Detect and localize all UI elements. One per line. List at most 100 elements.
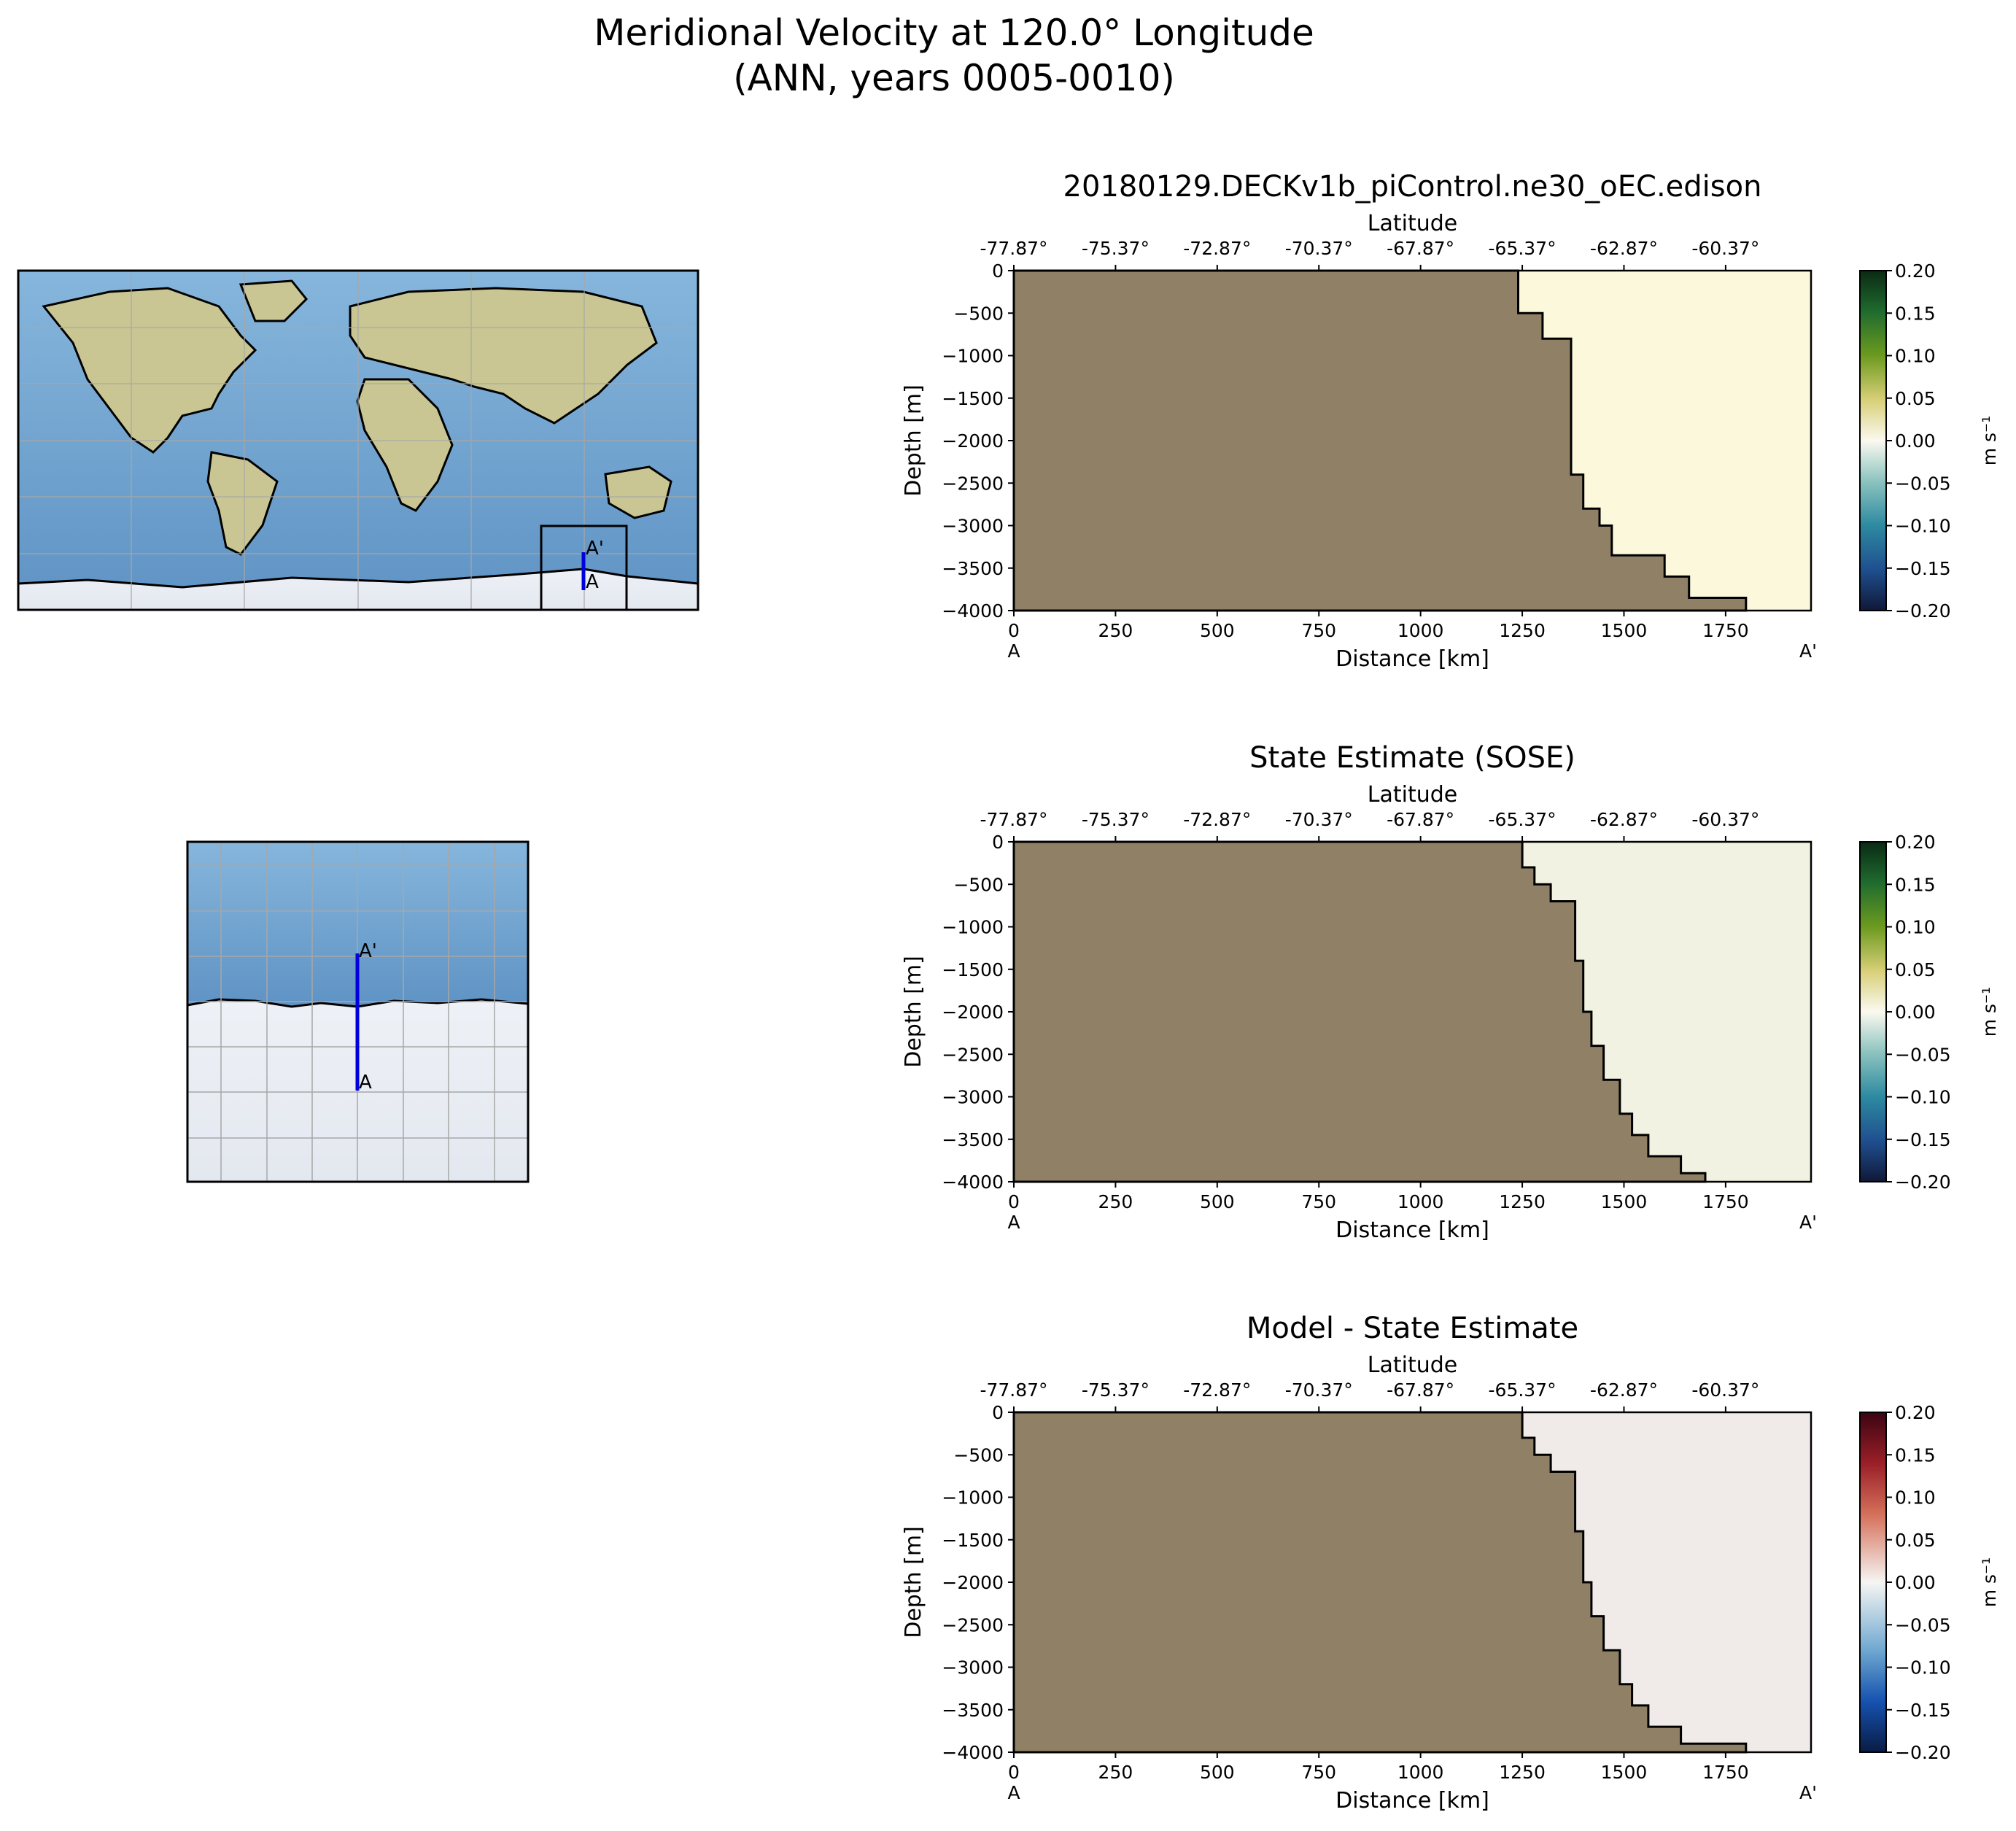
colorbar-tick-label: 0.05 — [1895, 1530, 1936, 1551]
x-tick-label: 500 — [1200, 1762, 1235, 1783]
x-tick-label: 1500 — [1601, 1191, 1648, 1212]
colorbar-tick-label: −0.10 — [1895, 1657, 1951, 1679]
x-axis-label: Distance [km] — [1335, 1788, 1489, 1813]
endpoint-label-a-prime: A' — [1799, 1212, 1817, 1233]
colorbar-label: m s⁻¹ — [1979, 416, 2000, 466]
top-tick-label: -60.37° — [1691, 809, 1759, 830]
colorbar-tick-label: −0.05 — [1895, 1044, 1951, 1065]
colorbar-label: m s⁻¹ — [1979, 1557, 2000, 1608]
y-tick-label: −2000 — [942, 1572, 1004, 1593]
y-axis-label: Depth [m] — [901, 956, 926, 1068]
endpoint-label-a-prime: A' — [1799, 640, 1817, 662]
colorbar-tick-label: −0.20 — [1895, 1742, 1951, 1763]
x-tick-label: 250 — [1098, 1762, 1133, 1783]
x-tick-label: 1250 — [1499, 1762, 1546, 1783]
colorbar-tick-label: 0.20 — [1895, 260, 1936, 282]
y-tick-label: −1500 — [942, 388, 1004, 409]
top-tick-label: -65.37° — [1489, 809, 1556, 830]
colorbar-tick-label: 0.15 — [1895, 303, 1936, 324]
colorbar — [1859, 1412, 1887, 1753]
y-tick-label: 0 — [992, 832, 1004, 853]
australia — [604, 465, 672, 519]
top-tick-label: -60.37° — [1691, 1379, 1759, 1401]
panel-title: State Estimate (SOSE) — [1249, 741, 1575, 775]
y-tick-label: −3000 — [942, 1657, 1004, 1679]
x-tick-label: 750 — [1301, 1762, 1336, 1783]
top-tick-label: -67.87° — [1387, 1379, 1454, 1401]
top-tick-label: -72.87° — [1183, 1379, 1251, 1401]
top-tick-label: -70.37° — [1285, 809, 1353, 830]
colorbar-tick-label: 0.00 — [1895, 430, 1936, 452]
x-tick-label: 1750 — [1702, 620, 1749, 641]
global-label-a: A — [586, 571, 599, 593]
top-tick-label: -65.37° — [1489, 238, 1556, 259]
colorbar-tick-label: 0.00 — [1895, 1002, 1936, 1023]
bathymetry-land — [1012, 269, 1748, 612]
top-tick-label: -75.37° — [1082, 809, 1149, 830]
top-tick-label: -75.37° — [1082, 1379, 1149, 1401]
y-tick-label: −1500 — [942, 1530, 1004, 1551]
y-tick-label: −3500 — [942, 1700, 1004, 1721]
colorbar-tick-label: −0.15 — [1895, 1129, 1951, 1150]
inset-frame — [186, 840, 530, 1183]
section-panel-1: 20180129.DECKv1b_piControl.ne30_oEC.edis… — [901, 170, 2000, 672]
colorbar-tick-label: 0.00 — [1895, 1572, 1936, 1593]
top-tick-label: -67.87° — [1387, 809, 1454, 830]
top-tick-label: -65.37° — [1489, 1379, 1556, 1401]
x-tick-label: 1000 — [1397, 620, 1444, 641]
top-tick-label: -72.87° — [1183, 809, 1251, 830]
colorbar-tick-label: −0.15 — [1895, 558, 1951, 579]
y-tick-label: 0 — [992, 1402, 1004, 1423]
y-tick-label: −4000 — [942, 1172, 1004, 1193]
north-america — [42, 287, 257, 454]
x-tick-label: 0 — [1008, 1191, 1020, 1212]
section-panel-2: State Estimate (SOSE)Latitude0-77.87°250… — [901, 741, 2000, 1243]
eurasia — [349, 287, 658, 425]
top-tick-label: -62.87° — [1590, 1379, 1658, 1401]
africa — [356, 378, 454, 512]
x-tick-label: 250 — [1098, 1191, 1133, 1212]
colorbar-label: m s⁻¹ — [1979, 987, 2000, 1037]
top-tick-label: -77.87° — [980, 1379, 1047, 1401]
colorbar-tick-label: −0.05 — [1895, 473, 1951, 494]
colorbar-tick-label: 0.15 — [1895, 1444, 1936, 1466]
x-tick-label: 0 — [1008, 1762, 1020, 1783]
y-tick-label: −2500 — [942, 1614, 1004, 1635]
inset-map: A' A — [186, 840, 530, 1183]
colorbar-tick-label: −0.10 — [1895, 516, 1951, 537]
y-tick-label: −1000 — [942, 346, 1004, 367]
top-tick-label: -75.37° — [1082, 238, 1149, 259]
top-tick-label: -77.87° — [980, 238, 1047, 259]
bathymetry-land — [1012, 1411, 1748, 1754]
figure-title-line-2: (ANN, years 0005-0010) — [733, 57, 1175, 99]
endpoint-label-a-prime: A' — [1799, 1782, 1817, 1803]
colorbar-tick-label: 0.05 — [1895, 959, 1936, 980]
top-tick-label: -60.37° — [1691, 238, 1759, 259]
y-tick-label: −4000 — [942, 600, 1004, 622]
endpoint-label-a: A — [1007, 1782, 1020, 1803]
top-axis-label: Latitude — [1368, 782, 1457, 808]
global-map: A' A — [17, 269, 699, 611]
y-tick-label: −4000 — [942, 1742, 1004, 1763]
colorbar — [1859, 841, 1887, 1182]
y-tick-label: −500 — [953, 1444, 1004, 1466]
y-tick-label: −1500 — [942, 959, 1004, 980]
x-tick-label: 1500 — [1601, 620, 1648, 641]
colorbar-tick-label: −0.15 — [1895, 1700, 1951, 1721]
x-tick-label: 0 — [1008, 620, 1020, 641]
endpoint-label-a: A — [1007, 1212, 1020, 1233]
x-axis-label: Distance [km] — [1335, 1218, 1489, 1243]
colorbar-tick-label: 0.20 — [1895, 832, 1936, 853]
y-tick-label: −2000 — [942, 430, 1004, 452]
colorbar-tick-label: 0.05 — [1895, 388, 1936, 409]
inset-gridlines — [187, 842, 528, 1182]
section-panel-3: Model - State EstimateLatitude0-77.87°25… — [901, 1312, 2000, 1813]
y-tick-label: −3000 — [942, 1087, 1004, 1108]
top-tick-label: -62.87° — [1590, 238, 1658, 259]
top-tick-label: -62.87° — [1590, 809, 1658, 830]
global-label-a-prime: A' — [586, 538, 604, 560]
colorbar-tick-label: 0.10 — [1895, 917, 1936, 938]
top-axis-label: Latitude — [1368, 1352, 1457, 1378]
x-tick-label: 1000 — [1397, 1191, 1444, 1212]
y-tick-label: −2000 — [942, 1002, 1004, 1023]
